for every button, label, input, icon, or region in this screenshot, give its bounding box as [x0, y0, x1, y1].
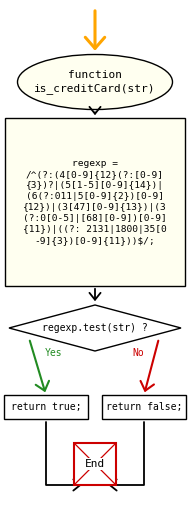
Text: End: End [85, 459, 105, 469]
Text: No: No [132, 348, 144, 358]
Text: regexp =
/^(?:(4[0-9]{12}(?:[0-9]
{3})?|(5[1-5][0-9]{14})|
(6(?:011|5[0-9]{2})[0: regexp = /^(?:(4[0-9]{12}(?:[0-9] {3})?|… [23, 158, 167, 245]
Text: regexp.test(str) ?: regexp.test(str) ? [42, 323, 148, 333]
FancyBboxPatch shape [5, 118, 185, 286]
FancyBboxPatch shape [74, 443, 116, 485]
Text: return false;: return false; [106, 402, 182, 412]
Text: return true;: return true; [11, 402, 81, 412]
FancyBboxPatch shape [102, 395, 186, 419]
Text: function
is_creditCard(str): function is_creditCard(str) [34, 70, 156, 94]
FancyBboxPatch shape [4, 395, 88, 419]
Polygon shape [9, 305, 181, 351]
Text: Yes: Yes [45, 348, 63, 358]
Ellipse shape [17, 55, 173, 109]
